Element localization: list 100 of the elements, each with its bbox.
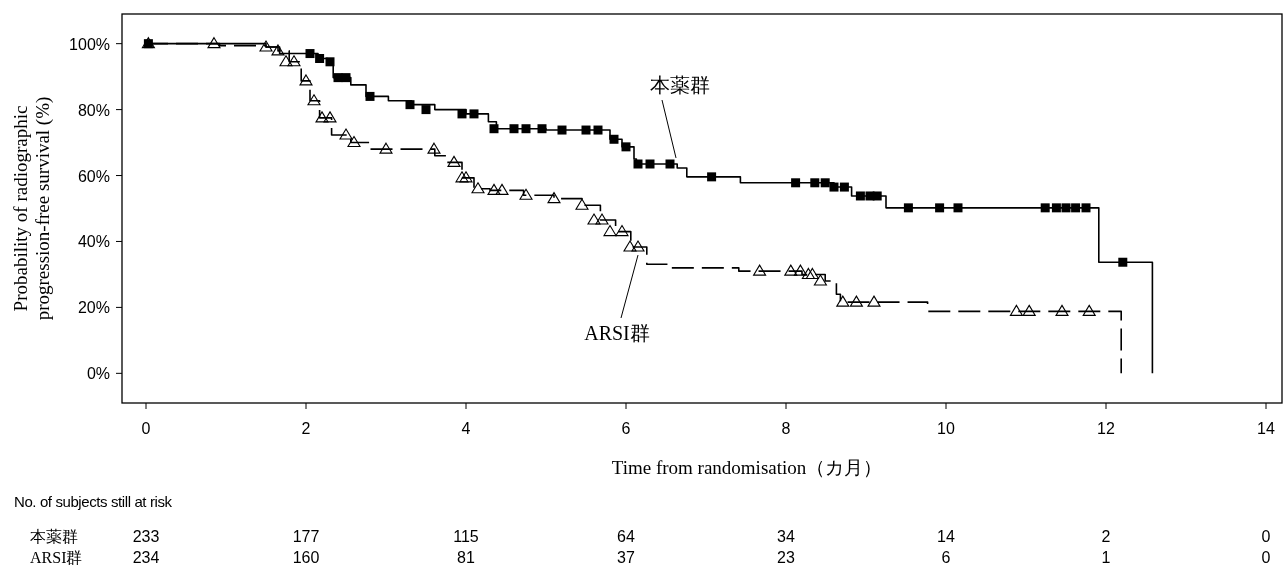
point (207, 37, 221, 49)
point (793, 264, 807, 276)
text: 1 (1101, 549, 1111, 566)
text: 177 (292, 528, 320, 545)
y-axis-title: Probability of radiographic progression-free survival (%) (10, 96, 54, 321)
point (455, 171, 469, 183)
point (1081, 203, 1091, 213)
point (447, 155, 461, 167)
text: 234 (132, 549, 160, 566)
text: 37 (617, 549, 635, 566)
point (575, 198, 589, 210)
y-tick-label: 60% (77, 167, 110, 185)
point (867, 295, 881, 307)
point (469, 109, 479, 119)
point (519, 188, 533, 200)
point (1009, 304, 1023, 316)
point (621, 142, 631, 152)
point (421, 105, 431, 115)
point (259, 40, 273, 52)
text: 0 (1261, 549, 1271, 566)
text: 64 (617, 528, 635, 545)
point (459, 171, 473, 183)
point (953, 203, 963, 213)
point (341, 73, 351, 83)
x-tick-label: 14 (1257, 420, 1275, 437)
text: 14 (937, 528, 955, 545)
text: 2 (1101, 528, 1111, 545)
point (405, 100, 415, 110)
point (365, 91, 375, 101)
y-tick-label: 20% (77, 299, 110, 317)
point (1051, 203, 1061, 213)
point (509, 124, 519, 134)
text: 115 (453, 528, 479, 545)
x-tick-label: 4 (461, 420, 471, 437)
point (427, 142, 441, 154)
text: 6 (941, 549, 951, 566)
point (839, 182, 849, 192)
point (609, 134, 619, 144)
point (855, 191, 865, 201)
text: ARSI群 (30, 549, 83, 566)
text: 23 (777, 549, 795, 566)
point (1118, 257, 1128, 267)
point (1061, 203, 1071, 213)
point (849, 295, 863, 307)
point (279, 55, 293, 67)
point (810, 178, 820, 188)
point (1022, 304, 1036, 316)
point (379, 142, 393, 154)
point (287, 55, 301, 67)
point (557, 125, 567, 135)
x-axis-title: Time from randomisation（カ月） (611, 457, 883, 478)
y-tick-label: 100% (69, 35, 110, 53)
point (623, 240, 637, 252)
point (457, 109, 467, 119)
point (325, 57, 335, 67)
point (603, 225, 617, 237)
point (801, 267, 815, 279)
y-tick-label: 80% (77, 101, 110, 119)
text: 34 (777, 528, 795, 545)
point (791, 178, 801, 188)
point (633, 159, 643, 169)
point (805, 267, 819, 279)
point (784, 264, 798, 276)
point (615, 225, 629, 237)
point (547, 192, 561, 204)
point (347, 136, 361, 148)
x-tick-label: 0 (141, 420, 151, 437)
point (595, 213, 609, 225)
point (903, 203, 913, 213)
point (587, 213, 601, 225)
point (872, 191, 882, 201)
point (1055, 304, 1069, 316)
point (1082, 304, 1096, 316)
point (813, 274, 827, 286)
point (307, 94, 321, 106)
point (521, 124, 531, 134)
point (1040, 203, 1050, 213)
point (315, 54, 325, 63)
point (631, 240, 645, 252)
x-tick-label: 10 (937, 420, 955, 437)
point (339, 128, 353, 140)
point (753, 264, 767, 276)
x-tick-label: 12 (1097, 420, 1115, 437)
point (829, 182, 839, 192)
x-tick-label: 6 (621, 420, 631, 437)
text: 81 (457, 549, 475, 566)
x-tick-label: 2 (301, 420, 311, 437)
point (836, 295, 850, 307)
point (489, 124, 499, 134)
text: 本薬群 (30, 528, 78, 545)
point (315, 111, 329, 123)
point (581, 125, 591, 135)
point (820, 178, 830, 188)
y-tick-label: 0% (86, 365, 110, 383)
point (1071, 203, 1081, 213)
point (299, 74, 313, 86)
point (707, 172, 717, 182)
point (471, 182, 485, 194)
text: 233 (132, 528, 160, 545)
text: No. of subjects still at risk (14, 493, 173, 510)
